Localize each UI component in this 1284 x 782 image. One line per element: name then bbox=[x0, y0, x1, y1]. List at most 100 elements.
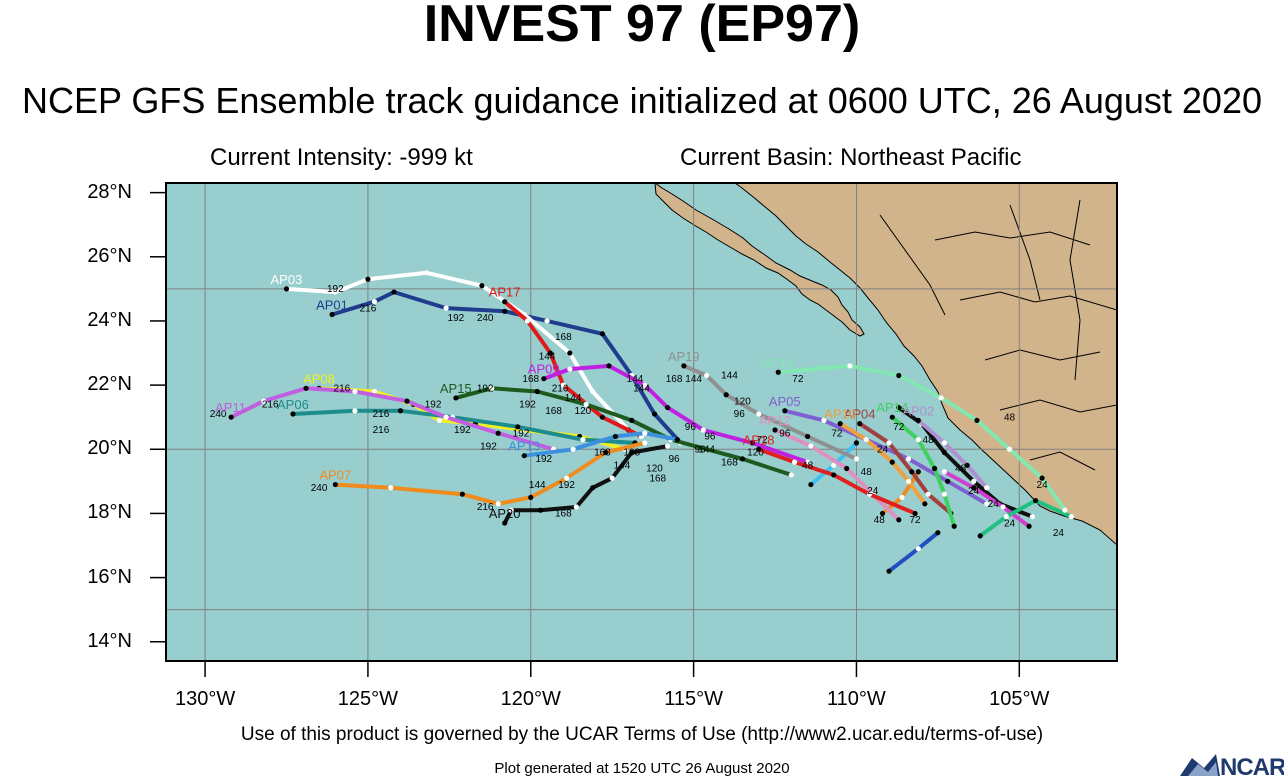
lat-tick-label: 16°N bbox=[87, 565, 132, 588]
track-point bbox=[404, 398, 410, 404]
track-point bbox=[837, 421, 843, 427]
track-point bbox=[508, 507, 514, 513]
hour-label: 72 bbox=[910, 515, 922, 526]
hour-label: 240 bbox=[210, 409, 227, 420]
map-title: INVEST 97 (EP97) bbox=[423, 0, 861, 53]
hour-label: 24 bbox=[1053, 528, 1065, 539]
hour-label: 192 bbox=[535, 454, 552, 465]
track-point bbox=[775, 369, 781, 375]
member-label: AP10 bbox=[824, 407, 856, 422]
track-point bbox=[599, 331, 606, 337]
track-point bbox=[915, 469, 921, 475]
track-point bbox=[521, 453, 527, 459]
track-point bbox=[804, 433, 811, 440]
track-point bbox=[590, 485, 596, 491]
track-point bbox=[580, 437, 586, 443]
track-point bbox=[502, 308, 508, 314]
track-point bbox=[547, 350, 553, 356]
track-point bbox=[332, 481, 338, 488]
track-point bbox=[935, 530, 941, 536]
ncar-logo bbox=[1180, 754, 1220, 776]
track-point bbox=[609, 475, 615, 481]
hour-label: 168 bbox=[649, 473, 666, 484]
hour-label: 96 bbox=[685, 422, 697, 433]
hour-label: 240 bbox=[311, 483, 328, 494]
track-point bbox=[524, 318, 531, 324]
hour-label: 216 bbox=[552, 384, 569, 395]
track-point bbox=[1068, 514, 1075, 520]
track-point bbox=[886, 440, 892, 446]
track-point bbox=[590, 388, 596, 395]
hour-label: 216 bbox=[334, 384, 351, 395]
track-point bbox=[352, 408, 358, 414]
track-point bbox=[844, 465, 850, 472]
track-point bbox=[1062, 507, 1068, 513]
track-point bbox=[606, 363, 612, 369]
plot-generated-time: Plot generated at 1520 UTC 26 August 202… bbox=[494, 760, 790, 777]
member-label: AP06 bbox=[277, 397, 309, 412]
track-point bbox=[397, 408, 404, 414]
hour-label: 144 bbox=[614, 461, 631, 472]
track-point bbox=[853, 456, 860, 462]
member-label: AP19 bbox=[668, 349, 700, 364]
hour-label: 192 bbox=[454, 425, 471, 436]
hour-label: 120 bbox=[747, 448, 764, 459]
hour-label: 192 bbox=[558, 480, 575, 491]
hour-label: 240 bbox=[477, 313, 494, 324]
track-point bbox=[537, 507, 544, 513]
hour-label: 96 bbox=[779, 428, 791, 439]
track-point bbox=[479, 283, 485, 289]
track-point bbox=[938, 395, 944, 401]
member-label: AP11 bbox=[215, 400, 246, 415]
track-point bbox=[642, 382, 648, 388]
lon-tick-label: 105°W bbox=[989, 688, 1050, 710]
hour-label: 48 bbox=[1004, 412, 1016, 423]
hour-label: 144 bbox=[721, 371, 738, 382]
track-line bbox=[333, 440, 647, 506]
hour-label: 96 bbox=[704, 432, 716, 443]
track-line bbox=[782, 408, 989, 506]
hour-label: 216 bbox=[373, 409, 390, 420]
hour-label: 144 bbox=[627, 374, 644, 385]
track-point bbox=[896, 404, 902, 411]
track-point bbox=[915, 417, 921, 423]
mexico-mainland-land bbox=[734, 183, 1117, 546]
track-point bbox=[739, 456, 746, 462]
track-point bbox=[629, 449, 635, 456]
member-label: AP16 bbox=[762, 355, 794, 370]
lat-tick-label: 18°N bbox=[87, 501, 132, 524]
track-point bbox=[560, 382, 566, 388]
hour-label: 96 bbox=[734, 409, 746, 420]
lon-tick-label: 130°W bbox=[174, 688, 236, 710]
track-point bbox=[899, 494, 905, 500]
track-point bbox=[443, 305, 449, 311]
track-point bbox=[922, 501, 928, 507]
member-label: AP04 bbox=[844, 407, 876, 422]
track-point bbox=[704, 372, 710, 379]
track-point bbox=[821, 417, 827, 423]
lat-tick-label: 26°N bbox=[87, 244, 132, 267]
track-point bbox=[971, 485, 977, 491]
track-point bbox=[283, 286, 290, 292]
track-line bbox=[453, 386, 794, 477]
hour-label: 192 bbox=[448, 313, 465, 324]
lon-tick-label: 125°W bbox=[337, 688, 399, 710]
lon-tick-label: 115°W bbox=[664, 688, 723, 710]
track-line bbox=[978, 498, 1074, 538]
track-line bbox=[502, 444, 670, 526]
track-point bbox=[612, 433, 619, 440]
track-point bbox=[515, 424, 521, 430]
track-point bbox=[1003, 514, 1009, 520]
track-line bbox=[776, 363, 1067, 513]
track-point bbox=[329, 311, 335, 318]
track-point bbox=[808, 481, 814, 488]
track-point bbox=[423, 270, 430, 276]
hour-label: 168 bbox=[623, 448, 640, 459]
hour-label: 144 bbox=[685, 374, 702, 385]
track-point bbox=[915, 546, 921, 552]
hour-label: 48 bbox=[802, 461, 814, 472]
hour-label: 144 bbox=[529, 480, 546, 491]
track-point bbox=[896, 517, 902, 523]
member-label: AP07 bbox=[319, 468, 351, 483]
track-point bbox=[495, 430, 501, 436]
